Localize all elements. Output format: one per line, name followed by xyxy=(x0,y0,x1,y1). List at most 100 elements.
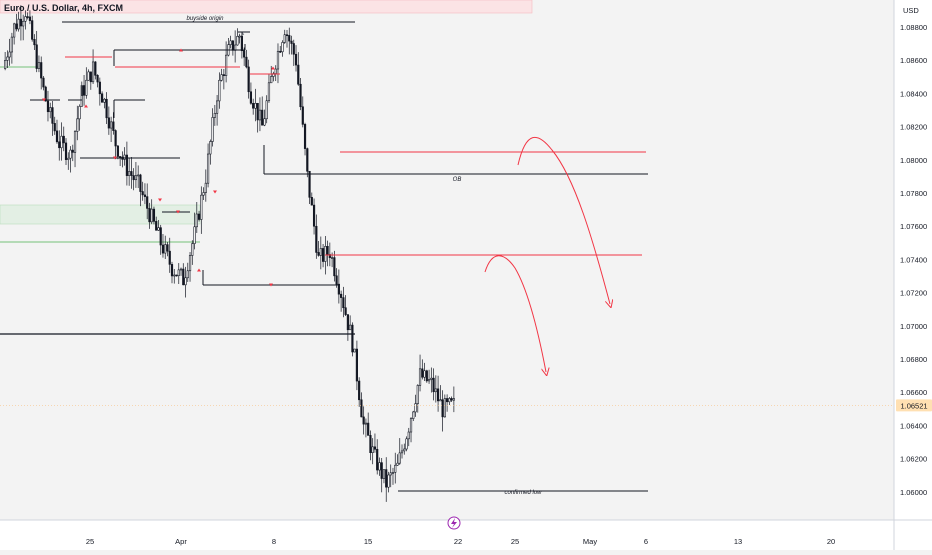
time-tick-label: 22 xyxy=(454,537,462,546)
swing-marker xyxy=(269,283,273,287)
resistance-lines xyxy=(65,56,646,256)
candle-body xyxy=(78,105,81,120)
time-tick-label: 6 xyxy=(644,537,648,546)
candle-body xyxy=(22,20,25,27)
candle-body xyxy=(17,18,20,30)
forecast-arrows xyxy=(484,136,610,372)
candle-body xyxy=(326,246,329,255)
forecast-arrow-lower xyxy=(484,255,546,372)
candle-body xyxy=(423,370,426,378)
candle-body xyxy=(229,40,232,45)
candle-body xyxy=(89,71,92,83)
candle-body xyxy=(436,388,440,402)
candle-body xyxy=(220,74,223,81)
candle-body xyxy=(71,149,74,153)
current-price-badge xyxy=(896,399,932,412)
candle-body xyxy=(308,170,311,198)
candle-body xyxy=(310,197,313,206)
price-tick-label: 1.06200 xyxy=(900,455,927,464)
lightning-bolt-icon[interactable] xyxy=(447,516,461,530)
candle-body xyxy=(430,377,433,380)
candle-body xyxy=(236,36,239,46)
candle-body xyxy=(152,208,156,222)
candle-body xyxy=(60,135,63,149)
candle-body xyxy=(37,62,41,69)
price-tick-label: 1.07000 xyxy=(900,322,927,331)
candle-body xyxy=(385,469,388,488)
candle-body xyxy=(157,227,160,231)
swing-marker xyxy=(84,104,88,108)
price-ticks: 1.06000 1.06200 1.06400 1.06600 1.06800 1.070… xyxy=(900,23,927,497)
candle-body xyxy=(391,472,395,474)
swing-markers xyxy=(42,48,275,287)
candle-body xyxy=(409,418,413,433)
time-tick-label: 8 xyxy=(272,537,276,546)
candle-body xyxy=(299,83,302,108)
candle-body xyxy=(182,268,185,286)
price-axis[interactable] xyxy=(894,0,932,550)
candle-body xyxy=(346,314,349,331)
candle-body xyxy=(148,208,151,223)
candle-body xyxy=(170,264,174,277)
candle-body xyxy=(15,23,18,30)
candle-body xyxy=(8,51,11,58)
candle-body xyxy=(98,81,101,95)
candle-body xyxy=(155,221,158,231)
candle-body xyxy=(267,82,271,102)
candle-body xyxy=(110,121,113,129)
time-axis[interactable] xyxy=(0,520,932,550)
swing-marker xyxy=(158,198,162,202)
candle-body xyxy=(116,145,119,157)
candle-body xyxy=(137,174,140,177)
swing-marker xyxy=(113,156,117,160)
candle-body xyxy=(344,307,347,315)
candle-body xyxy=(439,399,442,402)
candle-body xyxy=(240,35,243,52)
candle-body xyxy=(213,112,216,118)
demand-zone xyxy=(0,204,201,225)
confirmed-low-label: confirmed low xyxy=(504,490,542,496)
structure-lines xyxy=(0,21,648,492)
candle-body xyxy=(53,123,56,132)
time-tick-label: 15 xyxy=(364,537,372,546)
candle-body xyxy=(274,68,277,74)
candle-body xyxy=(256,102,259,121)
candle-body xyxy=(35,44,38,69)
candle-body xyxy=(358,380,361,401)
candle-body xyxy=(218,79,221,102)
candle-body xyxy=(340,293,343,298)
current-price-label: 1.06521 xyxy=(900,401,927,410)
candle-body xyxy=(216,100,219,114)
candle-body xyxy=(58,141,61,149)
price-tick-label: 1.08800 xyxy=(900,23,927,32)
candle-body xyxy=(362,416,365,425)
candle-body xyxy=(134,175,138,181)
candle-body xyxy=(337,283,340,295)
candle-body xyxy=(186,270,189,279)
candle-body xyxy=(125,154,128,176)
candle-body xyxy=(222,74,225,76)
buyside-origin-label: buyside origin xyxy=(186,16,224,22)
candle-body xyxy=(238,35,241,38)
candle-body xyxy=(353,348,356,353)
candle-body xyxy=(96,74,99,83)
candle-body xyxy=(195,213,198,228)
price-tick-label: 1.06600 xyxy=(900,388,927,397)
price-tick-label: 1.08200 xyxy=(900,123,927,132)
candle-body xyxy=(258,109,262,121)
ob-label: OB xyxy=(453,177,462,183)
candle-body xyxy=(128,171,131,176)
candle-body xyxy=(166,244,169,252)
candle-body xyxy=(335,275,338,285)
candle-body xyxy=(317,252,320,256)
candle-body xyxy=(446,398,449,403)
candle-body xyxy=(355,348,358,382)
candle-body xyxy=(103,98,106,103)
chart-title: Euro / U.S. Dollar, 4h, FXCM xyxy=(4,3,123,13)
candle-body xyxy=(254,102,257,109)
candle-body xyxy=(13,23,16,38)
candle-body xyxy=(294,53,298,66)
price-tick-label: 1.08000 xyxy=(900,156,927,165)
